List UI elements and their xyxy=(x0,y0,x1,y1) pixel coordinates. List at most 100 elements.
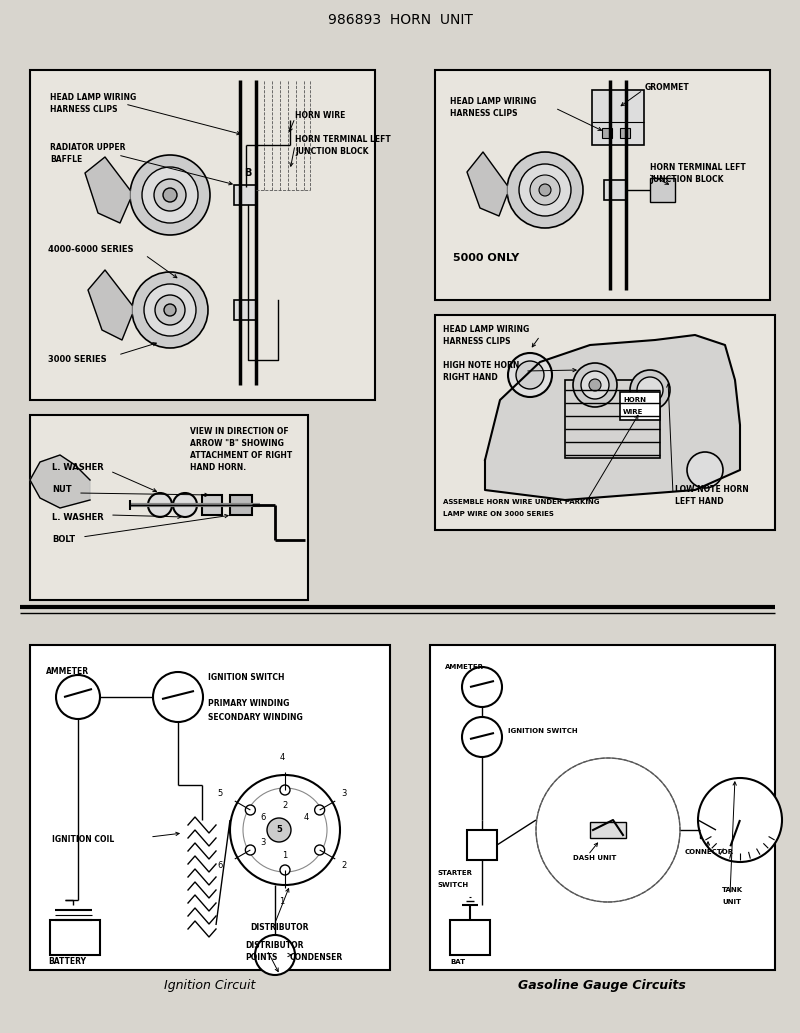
Bar xyxy=(230,495,252,515)
Circle shape xyxy=(280,865,290,875)
Text: HARNESS CLIPS: HARNESS CLIPS xyxy=(450,109,518,119)
Text: BAT: BAT xyxy=(450,959,465,965)
Circle shape xyxy=(230,775,340,885)
Text: AMMETER: AMMETER xyxy=(46,666,89,676)
Circle shape xyxy=(163,188,177,202)
Text: 2: 2 xyxy=(342,862,347,871)
Text: 3: 3 xyxy=(261,838,266,847)
Bar xyxy=(602,128,612,138)
Circle shape xyxy=(280,785,290,795)
Text: Gasoline Gauge Circuits: Gasoline Gauge Circuits xyxy=(518,979,686,993)
Circle shape xyxy=(148,493,172,516)
Text: L. WASHER: L. WASHER xyxy=(52,463,104,471)
Text: L. WASHER: L. WASHER xyxy=(52,512,104,522)
Text: B: B xyxy=(244,168,251,178)
Text: HIGH NOTE HORN: HIGH NOTE HORN xyxy=(443,361,519,370)
Text: 986893  HORN  UNIT: 986893 HORN UNIT xyxy=(327,13,473,27)
Text: HORN TERMINAL LEFT: HORN TERMINAL LEFT xyxy=(295,135,390,145)
Polygon shape xyxy=(88,270,132,340)
Text: DISTRIBUTOR: DISTRIBUTOR xyxy=(250,922,309,932)
Text: TANK: TANK xyxy=(722,887,743,893)
Bar xyxy=(435,315,775,530)
Circle shape xyxy=(698,778,782,862)
Text: STARTER: STARTER xyxy=(438,870,473,876)
Circle shape xyxy=(144,284,196,336)
Text: LEFT HAND: LEFT HAND xyxy=(675,498,724,506)
Text: WIRE: WIRE xyxy=(623,409,643,415)
Text: 5: 5 xyxy=(217,789,222,799)
Bar xyxy=(30,70,375,400)
Text: HAND HORN.: HAND HORN. xyxy=(190,464,246,472)
Circle shape xyxy=(132,272,208,348)
Bar xyxy=(604,180,626,200)
Bar xyxy=(450,920,490,954)
Text: POINTS: POINTS xyxy=(245,952,278,962)
Bar xyxy=(620,128,630,138)
Circle shape xyxy=(519,164,571,216)
Text: RADIATOR UPPER: RADIATOR UPPER xyxy=(50,143,126,152)
Text: RIGHT HAND: RIGHT HAND xyxy=(443,373,498,381)
Circle shape xyxy=(462,717,502,757)
Circle shape xyxy=(255,935,295,975)
Text: 5000 ONLY: 5000 ONLY xyxy=(453,253,519,263)
Text: HORN: HORN xyxy=(623,397,646,403)
Text: PRIMARY WINDING: PRIMARY WINDING xyxy=(208,698,290,708)
Text: HORN TERMINAL LEFT: HORN TERMINAL LEFT xyxy=(650,163,746,173)
Text: NUT: NUT xyxy=(52,486,72,495)
Polygon shape xyxy=(485,335,740,500)
Circle shape xyxy=(173,493,197,516)
Bar xyxy=(435,70,770,300)
Text: BOLT: BOLT xyxy=(52,535,75,544)
Circle shape xyxy=(164,304,176,316)
Text: SECONDARY WINDING: SECONDARY WINDING xyxy=(208,713,302,721)
Text: 3: 3 xyxy=(342,789,347,799)
Text: Ignition Circuit: Ignition Circuit xyxy=(164,979,256,993)
Circle shape xyxy=(573,363,617,407)
Text: ATTACHMENT OF RIGHT: ATTACHMENT OF RIGHT xyxy=(190,451,292,461)
Circle shape xyxy=(530,175,560,205)
Circle shape xyxy=(508,353,552,397)
Circle shape xyxy=(314,805,325,815)
Bar xyxy=(430,645,775,970)
Bar xyxy=(50,920,100,954)
Text: IGNITION SWITCH: IGNITION SWITCH xyxy=(208,672,285,682)
Bar xyxy=(234,185,256,205)
Bar xyxy=(620,392,660,420)
Circle shape xyxy=(314,845,325,855)
Circle shape xyxy=(687,452,723,488)
Text: JUNCTION BLOCK: JUNCTION BLOCK xyxy=(650,176,723,185)
Bar xyxy=(234,300,256,320)
Text: HORN WIRE: HORN WIRE xyxy=(295,111,346,120)
Text: VIEW IN DIRECTION OF: VIEW IN DIRECTION OF xyxy=(190,428,289,437)
Text: 1: 1 xyxy=(282,850,288,859)
Bar xyxy=(202,495,222,515)
Text: 2: 2 xyxy=(282,801,288,810)
Text: 6: 6 xyxy=(261,813,266,822)
Bar xyxy=(30,645,390,970)
Circle shape xyxy=(267,818,291,842)
Circle shape xyxy=(462,667,502,707)
Text: DASH UNIT: DASH UNIT xyxy=(573,855,616,860)
Text: BAFFLE: BAFFLE xyxy=(50,155,82,163)
Text: LAMP WIRE ON 3000 SERIES: LAMP WIRE ON 3000 SERIES xyxy=(443,511,554,516)
Text: JUNCTION BLOCK: JUNCTION BLOCK xyxy=(295,148,369,157)
Text: DISTRIBUTOR: DISTRIBUTOR xyxy=(245,940,303,949)
Circle shape xyxy=(516,361,544,389)
Bar xyxy=(590,822,626,838)
Text: 4000-6000 SERIES: 4000-6000 SERIES xyxy=(48,246,134,254)
Text: HEAD LAMP WIRING: HEAD LAMP WIRING xyxy=(50,94,136,102)
Text: BATTERY: BATTERY xyxy=(48,958,86,967)
Polygon shape xyxy=(30,455,90,508)
Polygon shape xyxy=(467,152,507,216)
Text: 6: 6 xyxy=(217,862,222,871)
Text: HEAD LAMP WIRING: HEAD LAMP WIRING xyxy=(443,325,530,335)
Text: IGNITION COIL: IGNITION COIL xyxy=(52,836,114,845)
Text: 5: 5 xyxy=(276,825,282,835)
Bar xyxy=(467,829,497,860)
Text: 1: 1 xyxy=(279,898,285,907)
Circle shape xyxy=(581,371,609,399)
Text: AMMETER: AMMETER xyxy=(445,664,484,670)
Text: 4: 4 xyxy=(279,753,285,762)
Bar xyxy=(30,415,308,600)
Text: GROMMET: GROMMET xyxy=(645,84,690,93)
